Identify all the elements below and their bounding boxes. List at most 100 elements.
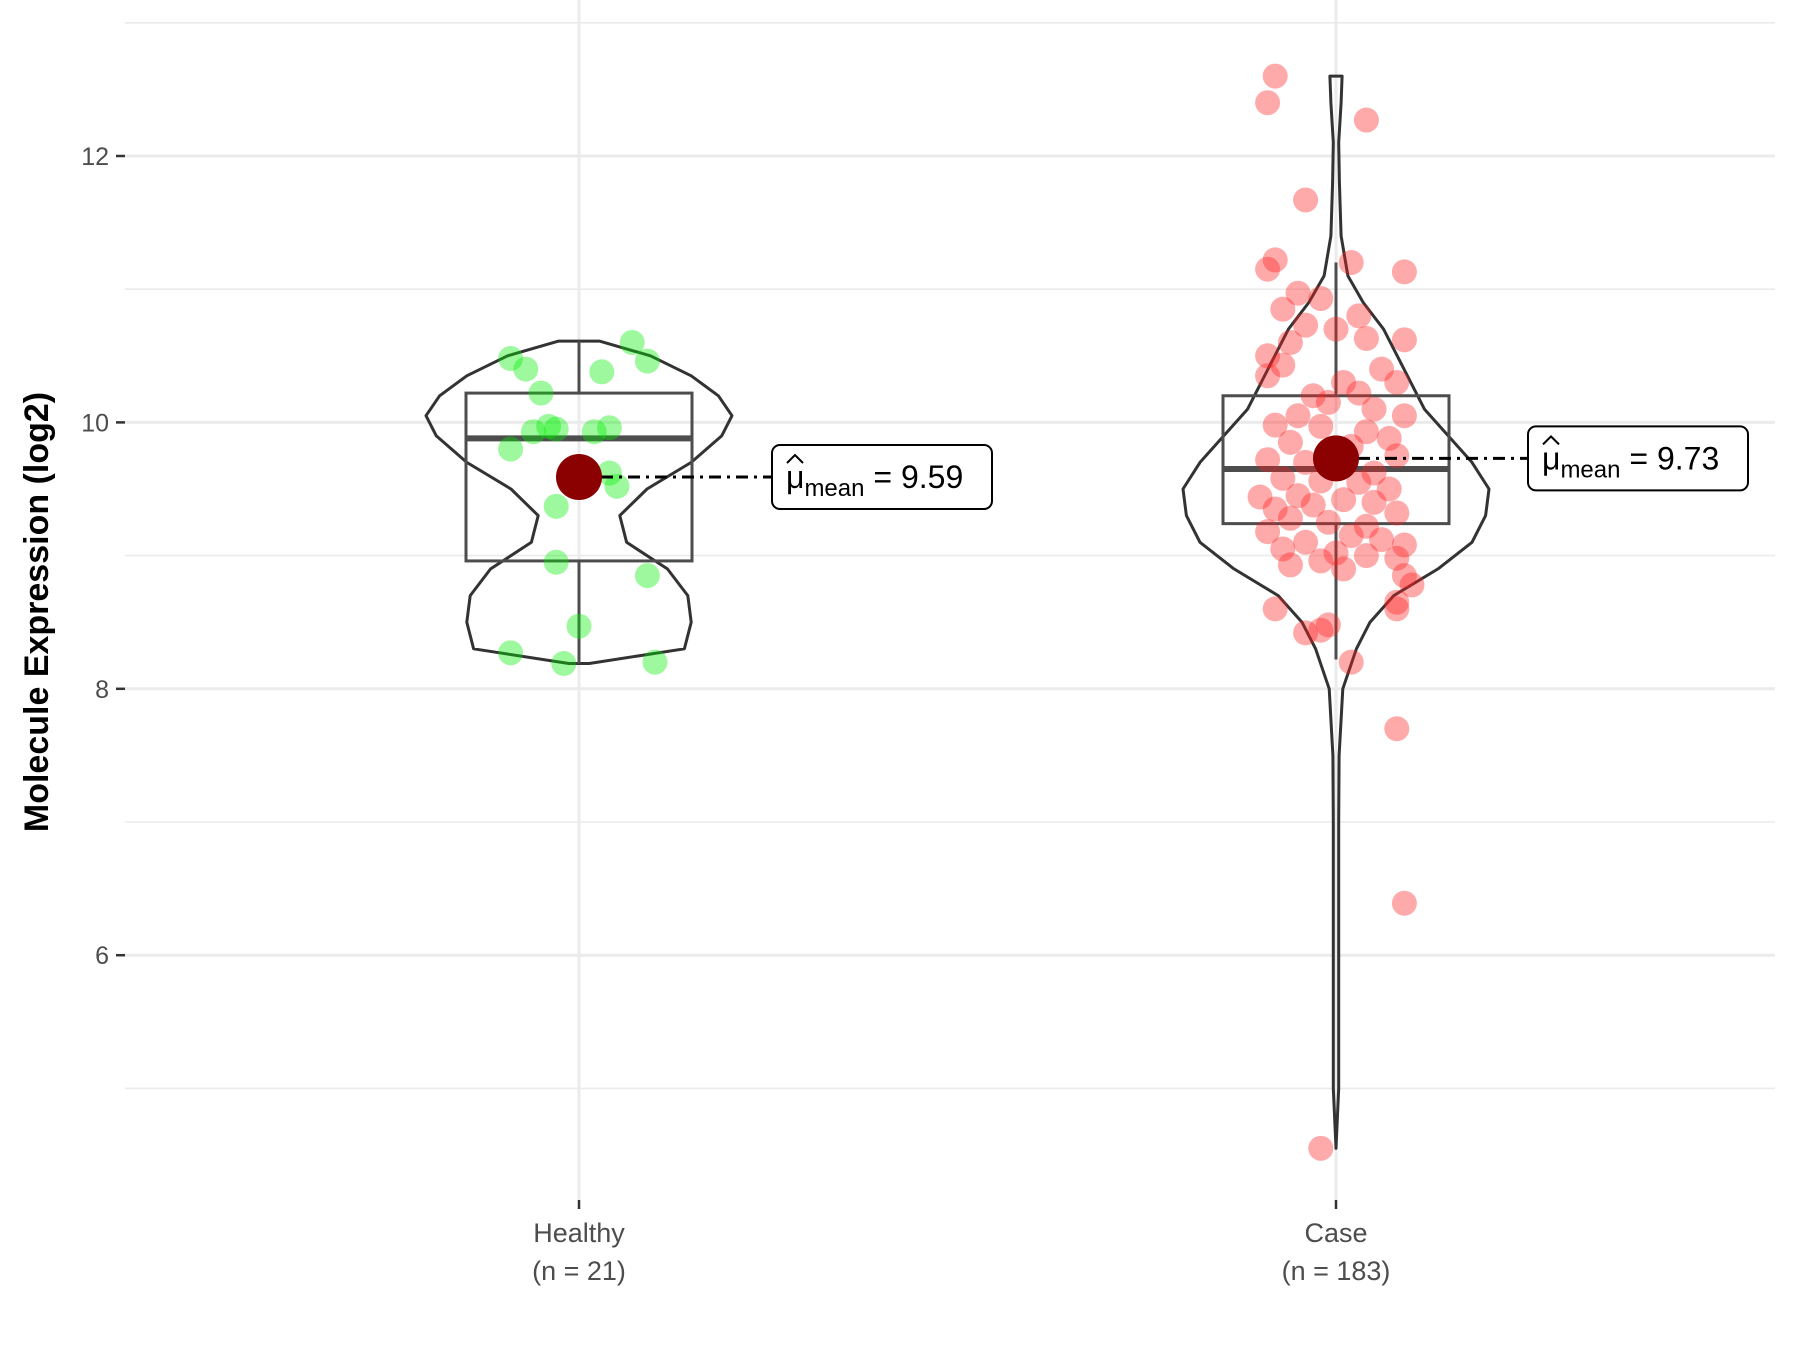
x-category-label-healthy: Healthy — [533, 1218, 625, 1248]
svg-text:μmean = 9.73: μmean = 9.73 — [1542, 440, 1719, 483]
data-point-case — [1300, 492, 1326, 518]
data-point-case — [1391, 563, 1417, 589]
data-point-case — [1361, 460, 1387, 486]
data-point-case — [1293, 187, 1319, 213]
data-point-healthy — [551, 650, 577, 676]
data-point-case — [1331, 369, 1357, 395]
data-point-case — [1308, 286, 1334, 312]
data-point-healthy — [634, 348, 660, 374]
data-point-case — [1353, 543, 1379, 569]
data-point-case — [1315, 389, 1341, 415]
data-point-case — [1353, 419, 1379, 445]
y-tick-label-1: 8 — [95, 676, 109, 704]
data-point-case — [1247, 484, 1273, 510]
x-category-label-case: Case — [1304, 1218, 1367, 1248]
jitter-points — [498, 63, 1425, 1161]
data-point-case — [1255, 343, 1281, 369]
data-point-healthy — [528, 380, 554, 406]
data-point-case — [1353, 107, 1379, 133]
data-point-healthy — [596, 460, 622, 486]
mean-label-healthy: μmean = 9.59 — [771, 444, 993, 511]
data-point-case — [1384, 716, 1410, 742]
data-point-case — [1384, 443, 1410, 469]
data-point-case — [1308, 1135, 1334, 1161]
data-point-case — [1323, 316, 1349, 342]
data-point-case — [1391, 403, 1417, 429]
data-point-case — [1255, 363, 1281, 389]
violin-healthy — [424, 339, 734, 665]
data-point-case — [1399, 572, 1425, 598]
data-point-case — [1255, 519, 1281, 545]
data-point-case — [1338, 649, 1364, 675]
data-point-healthy — [566, 613, 592, 639]
data-point-case — [1353, 325, 1379, 351]
data-point-case — [1384, 545, 1410, 571]
data-point-healthy — [498, 640, 524, 666]
data-point-healthy — [596, 415, 622, 441]
data-point-case — [1331, 487, 1357, 513]
data-point-case — [1255, 90, 1281, 116]
data-point-case — [1293, 312, 1319, 338]
data-point-case — [1361, 489, 1387, 515]
data-point-case — [1277, 505, 1303, 531]
data-point-case — [1391, 327, 1417, 353]
mean-markers: μmean = 9.59 μmean = 9.73 — [556, 425, 1749, 511]
data-point-case — [1315, 509, 1341, 535]
data-point-case — [1308, 548, 1334, 574]
data-point-case — [1277, 552, 1303, 578]
data-point-healthy — [543, 549, 569, 575]
data-point-healthy — [543, 493, 569, 519]
data-point-case — [1369, 527, 1395, 553]
axes: 6 8 10 12 Healthy (n = 21) Case (n = 183) — [81, 143, 1390, 1286]
data-point-case — [1308, 413, 1334, 439]
data-point-case — [1391, 532, 1417, 558]
violins — [424, 74, 1491, 1150]
data-point-case — [1323, 540, 1349, 566]
data-point-case — [1369, 356, 1395, 382]
data-point-case — [1315, 612, 1341, 638]
data-point-case — [1285, 403, 1311, 429]
x-category-count-case: (n = 183) — [1282, 1256, 1391, 1286]
data-point-case — [1262, 247, 1288, 273]
data-point-healthy — [619, 329, 645, 355]
data-point-healthy — [513, 356, 539, 382]
data-point-case — [1277, 329, 1303, 355]
data-point-case — [1384, 589, 1410, 615]
x-category-count-healthy: (n = 21) — [532, 1256, 626, 1286]
grid-lines — [125, 0, 1775, 1200]
data-point-case — [1353, 513, 1379, 539]
data-point-case — [1285, 483, 1311, 509]
data-point-healthy — [604, 473, 630, 499]
mean-point-healthy — [556, 454, 602, 501]
data-point-case — [1376, 425, 1402, 451]
data-point-case — [1285, 280, 1311, 306]
data-point-healthy — [543, 416, 569, 442]
data-point-case — [1270, 352, 1296, 378]
data-point-case — [1338, 250, 1364, 276]
data-point-healthy — [498, 436, 524, 462]
data-point-case — [1262, 63, 1288, 89]
data-point-case — [1384, 369, 1410, 395]
data-point-case — [1346, 469, 1372, 495]
y-tick-label-3: 12 — [81, 143, 109, 171]
data-point-case — [1338, 523, 1364, 549]
y-tick-label-0: 6 — [95, 942, 109, 970]
data-point-case — [1300, 383, 1326, 409]
data-point-case — [1262, 496, 1288, 522]
data-point-case — [1384, 500, 1410, 526]
data-point-case — [1308, 617, 1334, 643]
data-point-healthy — [581, 419, 607, 445]
data-point-case — [1346, 303, 1372, 329]
data-point-case — [1262, 412, 1288, 438]
data-point-case — [1293, 449, 1319, 475]
data-point-case — [1331, 556, 1357, 582]
data-point-healthy — [642, 649, 668, 675]
svg-text:μmean = 9.59: μmean = 9.59 — [786, 459, 963, 502]
violin-case — [1181, 74, 1491, 1150]
data-point-case — [1346, 380, 1372, 406]
y-axis-label: Molecule Expression (log2) — [18, 392, 56, 832]
data-point-case — [1293, 620, 1319, 646]
data-point-case — [1384, 596, 1410, 622]
mean-label-case: μmean = 9.73 — [1527, 425, 1749, 492]
